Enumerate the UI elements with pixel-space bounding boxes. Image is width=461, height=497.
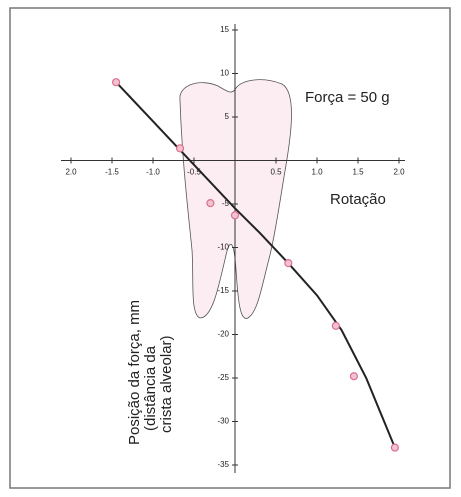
data-point <box>232 212 239 219</box>
x-axis-label: Rotação <box>330 191 386 208</box>
tooth-outline <box>180 80 292 319</box>
x-tick-label: 1.0 <box>311 168 323 177</box>
data-point <box>332 322 339 329</box>
data-point <box>113 79 120 86</box>
y-label-line: crista alveolar) <box>158 335 175 433</box>
y-tick-label: -35 <box>217 460 229 469</box>
x-tick-label: 2.0 <box>65 168 77 177</box>
chart: Força = 50 g Rotação Posição da força, m… <box>0 0 461 497</box>
y-tick-label: -25 <box>217 373 229 382</box>
x-tick-label: -0.5 <box>187 168 201 177</box>
y-tick-label: 15 <box>220 25 229 34</box>
data-point <box>177 145 184 152</box>
y-label-line: (distância da <box>142 345 159 431</box>
y-axis-label: Posição da força, mm (distância da crist… <box>126 300 175 445</box>
data-point <box>350 373 357 380</box>
annotation: Força = 50 g <box>305 89 390 106</box>
x-tick-label: 2.0 <box>393 168 405 177</box>
y-label-line: Posição da força, mm <box>126 300 143 445</box>
y-tick-label: 5 <box>225 112 230 121</box>
y-tick-label: -15 <box>217 286 229 295</box>
frame <box>10 8 450 488</box>
data-point <box>285 260 292 267</box>
x-tick-label: 1.5 <box>352 168 364 177</box>
data-point <box>391 444 398 451</box>
y-tick-label: 10 <box>220 69 229 78</box>
page: {"chart_data": {"type": "scatter", "anno… <box>0 0 461 497</box>
x-tick-label: 0.5 <box>270 168 282 177</box>
x-tick-label: -1.5 <box>105 168 119 177</box>
y-tick-label: -20 <box>217 330 229 339</box>
y-tick-label: -10 <box>217 243 229 252</box>
y-tick-label: -30 <box>217 417 229 426</box>
data-point <box>207 200 214 207</box>
x-tick-label: -1.0 <box>146 168 160 177</box>
